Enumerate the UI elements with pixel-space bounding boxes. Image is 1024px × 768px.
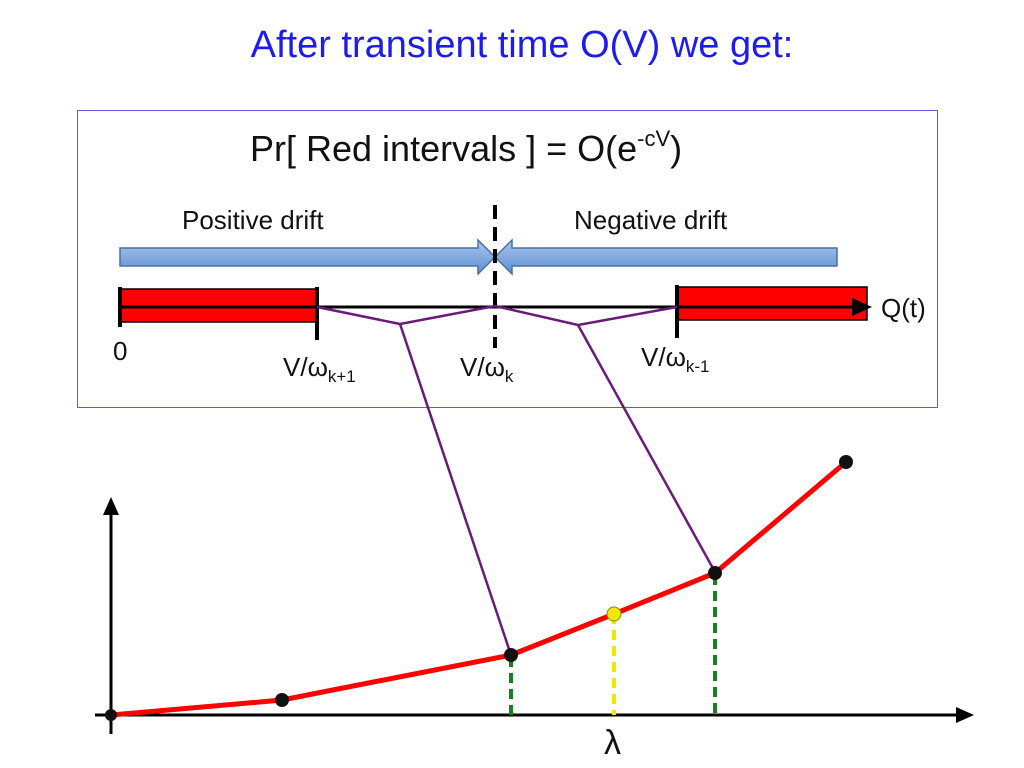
label-base: V/ω bbox=[283, 352, 328, 382]
q-axis-arrowhead bbox=[852, 298, 872, 316]
v-omega-k-plus-1-label: V/ωk+1 bbox=[283, 352, 356, 386]
curve-point-k-minus-1 bbox=[708, 566, 722, 580]
label-base: V/ω bbox=[641, 342, 686, 372]
piecewise-curve bbox=[110, 460, 848, 718]
curve-point-lambda bbox=[606, 606, 622, 622]
curve-point-end bbox=[839, 455, 853, 469]
formula-exponent: -cV bbox=[637, 126, 671, 151]
vertical-axis-arrowhead bbox=[103, 497, 119, 515]
label-base: V/ω bbox=[460, 352, 505, 382]
curve-point-k bbox=[504, 648, 518, 662]
label-subscript: k-1 bbox=[685, 357, 710, 376]
lambda-axis-arrowhead bbox=[956, 707, 974, 723]
positive-drift-label: Positive drift bbox=[182, 205, 324, 235]
label-subscript: k+1 bbox=[327, 367, 356, 386]
connector-peak bbox=[399, 304, 579, 327]
probability-formula: Pr[ Red intervals ] = O(e-cV) bbox=[250, 126, 683, 170]
negative-drift-label: Negative drift bbox=[574, 205, 728, 235]
q-axis-label: Q(t) bbox=[881, 293, 926, 323]
red-interval-right bbox=[676, 286, 868, 321]
connector-right bbox=[576, 305, 717, 573]
formula-text: Pr[ Red intervals ] = O(e bbox=[250, 128, 638, 169]
curve-point-origin bbox=[105, 709, 117, 721]
connector-left bbox=[316, 305, 513, 656]
lambda-label: λ bbox=[604, 724, 621, 762]
v-omega-k-minus-1-label: V/ωk-1 bbox=[641, 342, 710, 376]
positive-drift-arrow bbox=[119, 238, 497, 276]
v-omega-k-label: V/ωk bbox=[460, 352, 514, 386]
queue-diagram-box bbox=[77, 110, 938, 408]
formula-close: ) bbox=[670, 128, 683, 169]
slide-title: After transient time O(V) we get: bbox=[250, 24, 794, 66]
negative-drift-arrow bbox=[493, 238, 838, 276]
connector-lines bbox=[316, 304, 717, 656]
zero-label: 0 bbox=[113, 336, 128, 366]
curve-point-1 bbox=[275, 693, 289, 707]
label-subscript: k bbox=[504, 367, 514, 386]
